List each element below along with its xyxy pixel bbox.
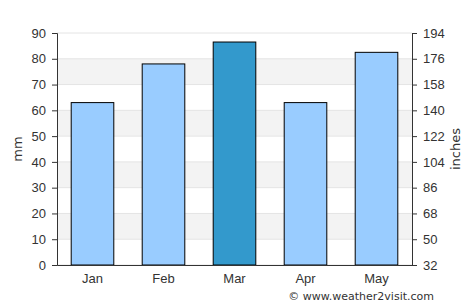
tick-label: 50 (32, 129, 46, 144)
tick-label: Apr (295, 271, 316, 286)
tick: 20 (32, 206, 57, 221)
tick-label: 68 (423, 206, 437, 221)
tick-label: 194 (423, 26, 445, 41)
tick-mark (52, 239, 57, 240)
tick-label: May (364, 271, 389, 286)
tick: 68 (412, 206, 437, 221)
tick-label: 104 (423, 155, 445, 170)
tick-mark (52, 265, 57, 266)
tick-mark (412, 110, 417, 111)
bar (213, 42, 256, 265)
tick: 194 (412, 26, 445, 41)
bar (355, 52, 398, 265)
tick-mark (412, 162, 417, 163)
tick-label: 90 (32, 26, 46, 41)
tick: 140 (412, 103, 445, 118)
tick-label: 20 (32, 206, 46, 221)
tick: 104 (412, 155, 445, 170)
tick: 86 (412, 180, 437, 195)
y-axis: 0 10 20 30 40 50 60 70 80 90 (32, 26, 58, 273)
bar (71, 103, 114, 265)
x-axis: Jan Feb Mar Apr May (58, 265, 413, 286)
tick: Apr (295, 265, 316, 286)
tick-mark (412, 188, 417, 189)
tick-label: Feb (152, 271, 174, 286)
tick-mark (52, 162, 57, 163)
tick-label: 50 (423, 232, 437, 247)
tick-mark (412, 33, 417, 34)
tick-mark (52, 85, 57, 86)
tick-label: 70 (32, 77, 46, 92)
tick-mark (412, 85, 417, 86)
tick: Mar (223, 265, 246, 286)
axis-line (413, 34, 418, 266)
tick-mark (412, 213, 417, 214)
tick: 122 (412, 129, 445, 144)
tick-label: 32 (423, 258, 437, 273)
tick-label: 80 (32, 51, 46, 66)
bars (71, 42, 398, 265)
tick-mark (52, 33, 57, 34)
tick: Feb (152, 265, 174, 286)
tick-label: 0 (39, 258, 46, 273)
tick-label: 40 (32, 155, 46, 170)
tick-mark (52, 110, 57, 111)
tick: 10 (32, 232, 57, 247)
tick-mark (412, 265, 417, 266)
tick-mark (52, 59, 57, 60)
tick-label: 158 (423, 77, 445, 92)
tick-mark (412, 239, 417, 240)
chart: 0 10 20 30 40 50 60 70 80 90 32 50 68 86 104 122 140 158 1… (0, 0, 474, 308)
tick-label: 122 (423, 129, 445, 144)
tick: 30 (32, 180, 57, 195)
tick: Jan (82, 265, 103, 286)
tick-label: 140 (423, 103, 445, 118)
tick-label: Mar (223, 271, 246, 286)
tick: 90 (32, 26, 57, 41)
bar (142, 64, 185, 265)
tick-label: Jan (82, 271, 103, 286)
grid-line (57, 33, 412, 34)
tick: 32 (412, 258, 437, 273)
tick: 70 (32, 77, 57, 92)
tick: May (364, 265, 389, 286)
y-axis-title: mm (10, 136, 25, 161)
y2-axis-title: inches (448, 128, 463, 170)
tick-mark (412, 136, 417, 137)
grid (57, 33, 412, 265)
tick: 0 (39, 258, 57, 273)
tick: 50 (412, 232, 437, 247)
tick-mark (52, 136, 57, 137)
tick-label: 10 (32, 232, 46, 247)
tick: 50 (32, 129, 57, 144)
y2-axis: 32 50 68 86 104 122 140 158 176 194 (412, 26, 445, 273)
tick: 158 (412, 77, 445, 92)
bar (284, 103, 327, 265)
tick-mark (52, 213, 57, 214)
axis-line (52, 34, 58, 266)
tick-label: 176 (423, 51, 445, 66)
tick-label: 60 (32, 103, 46, 118)
tick-mark (412, 59, 417, 60)
tick: 40 (32, 155, 57, 170)
tick: 60 (32, 103, 57, 118)
tick-label: 30 (32, 180, 46, 195)
tick: 80 (32, 51, 57, 66)
tick-label: 86 (423, 180, 437, 195)
annotation: © www.weather2visit.com (288, 290, 434, 303)
tick: 176 (412, 51, 445, 66)
tick-mark (52, 188, 57, 189)
axis-line (58, 265, 413, 266)
